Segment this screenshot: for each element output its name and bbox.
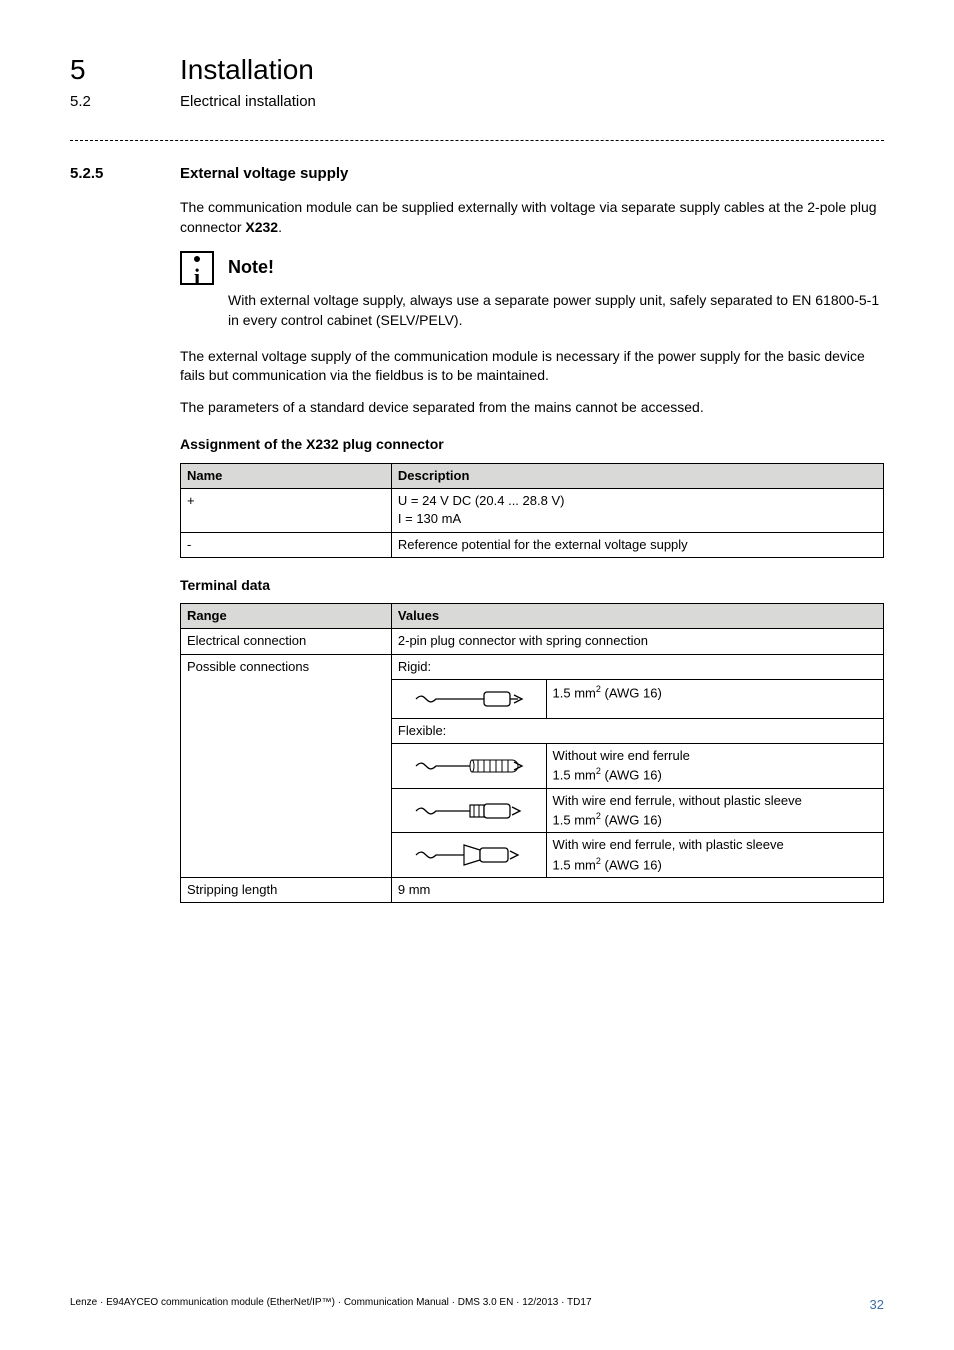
awg-text: 1.5 mm (553, 768, 596, 783)
cell-value: Without wire end ferrule 1.5 mm2 (AWG 16… (546, 744, 883, 789)
intro-paragraph: The communication module can be supplied… (180, 198, 884, 237)
note-body: With external voltage supply, always use… (228, 291, 884, 330)
page-footer: Lenze · E94AYCEO communication module (E… (70, 1296, 884, 1314)
body-content: The communication module can be supplied… (180, 198, 884, 903)
cell-desc: U = 24 V DC (20.4 ... 28.8 V) I = 130 mA (391, 489, 883, 532)
cell-range: Possible connections (181, 654, 392, 877)
divider (70, 140, 884, 141)
col-header-range: Range (181, 604, 392, 629)
note-title: Note! (228, 255, 274, 280)
awg-tail: (AWG 16) (601, 685, 662, 700)
cell-flexible-label: Flexible: (391, 718, 883, 743)
subsection-header: 5.2.5 External voltage supply (70, 163, 884, 184)
table-row: + U = 24 V DC (20.4 ... 28.8 V) I = 130 … (181, 489, 884, 532)
subsection-title: External voltage supply (180, 163, 348, 184)
col-header-name: Name (181, 463, 392, 488)
flex-desc: With wire end ferrule, without plastic s… (553, 793, 802, 808)
paragraph-after-note-2: The parameters of a standard device sepa… (180, 398, 884, 418)
desc-line2: I = 130 mA (398, 511, 461, 526)
desc-line1: U = 24 V DC (20.4 ... 28.8 V) (398, 493, 565, 508)
cell-value: 1.5 mm2 (AWG 16) (546, 679, 883, 718)
page-number: 32 (870, 1296, 884, 1314)
wire-flex-bare-icon (391, 744, 546, 789)
cell-value: With wire end ferrule, without plastic s… (546, 788, 883, 833)
col-header-values: Values (391, 604, 883, 629)
cell-desc: Reference potential for the external vol… (391, 532, 883, 557)
cell-rigid-label: Rigid: (391, 654, 883, 679)
section-subheader: 5.2 Electrical installation (70, 91, 884, 112)
awg-text: 1.5 mm (553, 685, 596, 700)
awg-tail: (AWG 16) (601, 857, 662, 872)
cell-name: - (181, 532, 392, 557)
awg-tail: (AWG 16) (601, 812, 662, 827)
wire-ferrule-with-sleeve-icon (391, 833, 546, 878)
paragraph-after-note-1: The external voltage supply of the commu… (180, 347, 884, 386)
assignment-table: Name Description + U = 24 V DC (20.4 ...… (180, 463, 884, 558)
cell-value: 2-pin plug connector with spring connect… (391, 629, 883, 654)
table-header-row: Name Description (181, 463, 884, 488)
cell-range: Stripping length (181, 878, 392, 903)
table1-heading: Assignment of the X232 plug connector (180, 435, 884, 455)
awg-text: 1.5 mm (553, 857, 596, 872)
chapter-header: 5 Installation (70, 50, 884, 89)
cell-range: Electrical connection (181, 629, 392, 654)
section-number: 5.2 (70, 91, 180, 112)
intro-text-a: The communication module can be supplied… (180, 199, 877, 235)
wire-rigid-icon (391, 679, 546, 718)
table-row: Possible connections Rigid: (181, 654, 884, 679)
chapter-number: 5 (70, 50, 180, 89)
flex-desc: With wire end ferrule, with plastic slee… (553, 837, 784, 852)
awg-text: 1.5 mm (553, 812, 596, 827)
info-icon: i (180, 251, 214, 285)
subsection-number: 5.2.5 (70, 163, 180, 184)
chapter-title: Installation (180, 50, 314, 89)
wire-ferrule-no-sleeve-icon (391, 788, 546, 833)
table-row: Electrical connection 2-pin plug connect… (181, 629, 884, 654)
table-header-row: Range Values (181, 604, 884, 629)
table-row: Stripping length 9 mm (181, 878, 884, 903)
table2-heading: Terminal data (180, 576, 884, 596)
section-title: Electrical installation (180, 91, 316, 112)
note-block: i Note! (180, 251, 884, 285)
intro-bold: X232 (245, 219, 278, 235)
intro-text-b: . (278, 219, 282, 235)
flex-desc: Without wire end ferrule (553, 748, 690, 763)
terminal-data-table: Range Values Electrical connection 2-pin… (180, 603, 884, 903)
footer-text: Lenze · E94AYCEO communication module (E… (70, 1296, 592, 1314)
cell-name: + (181, 489, 392, 532)
cell-value: With wire end ferrule, with plastic slee… (546, 833, 883, 878)
col-header-desc: Description (391, 463, 883, 488)
awg-tail: (AWG 16) (601, 768, 662, 783)
table-row: - Reference potential for the external v… (181, 532, 884, 557)
cell-value: 9 mm (391, 878, 883, 903)
